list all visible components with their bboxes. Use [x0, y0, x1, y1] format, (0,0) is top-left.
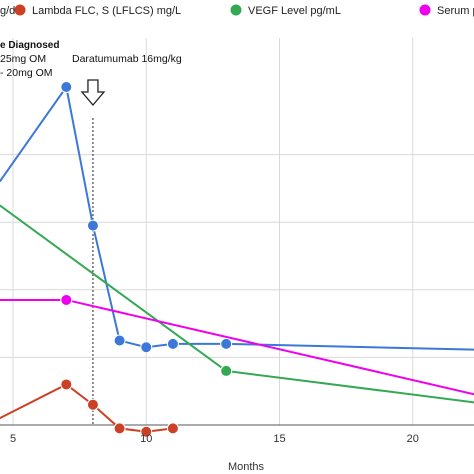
- series-1-point-4: [166, 422, 179, 435]
- annotation-daratumumab: Daratumumab 16mg/kg: [72, 53, 182, 65]
- gridlines: [0, 38, 474, 426]
- legend-label-3: Serum paraprotein: [437, 5, 474, 17]
- annotation-diagnosed: e Diagnosed: [0, 40, 59, 51]
- legend-swatch-3: [419, 4, 431, 16]
- series-0-point-1: [86, 219, 99, 232]
- arrow-shape: [80, 79, 106, 107]
- series-layer: [0, 81, 474, 438]
- series-0-point-4: [166, 337, 179, 350]
- series-1-point-2: [113, 422, 126, 435]
- series-1-point-1: [86, 398, 99, 411]
- legend-swatch-1: [14, 4, 26, 16]
- series-0-point-0: [60, 81, 73, 93]
- series-0-point-2: [113, 334, 126, 347]
- annotation-dose-2: - 20mg OM: [0, 67, 53, 79]
- series-line-0: [0, 84, 474, 351]
- x-tick-label-1: 10: [140, 433, 152, 445]
- down-arrow-icon: [80, 79, 106, 107]
- legend-label-2: VEGF Level pg/mL: [248, 5, 341, 17]
- x-tick-labels: 5 10 15 20: [10, 433, 419, 445]
- legend-swatch-2: [230, 4, 242, 16]
- series-1-point-3: [140, 425, 153, 438]
- legend: g/dL Lambda FLC, S (LFLCS) mg/L VEGF Level…: [0, 4, 474, 17]
- x-tick-label-0: 5: [10, 433, 16, 445]
- series-0-point-3: [140, 341, 153, 354]
- series-3-point-0: [60, 293, 73, 306]
- legend-label-1: Lambda FLC, S (LFLCS) mg/L: [32, 5, 181, 17]
- series-2-point-0: [220, 364, 233, 377]
- x-axis-title: Months: [228, 461, 265, 473]
- x-tick-label-2: 15: [273, 433, 285, 445]
- series-1-point-0: [60, 378, 73, 391]
- series-0-point-5: [220, 337, 233, 350]
- x-tick-label-3: 20: [407, 433, 419, 445]
- annotation-dose-1: 25mg OM: [0, 53, 46, 65]
